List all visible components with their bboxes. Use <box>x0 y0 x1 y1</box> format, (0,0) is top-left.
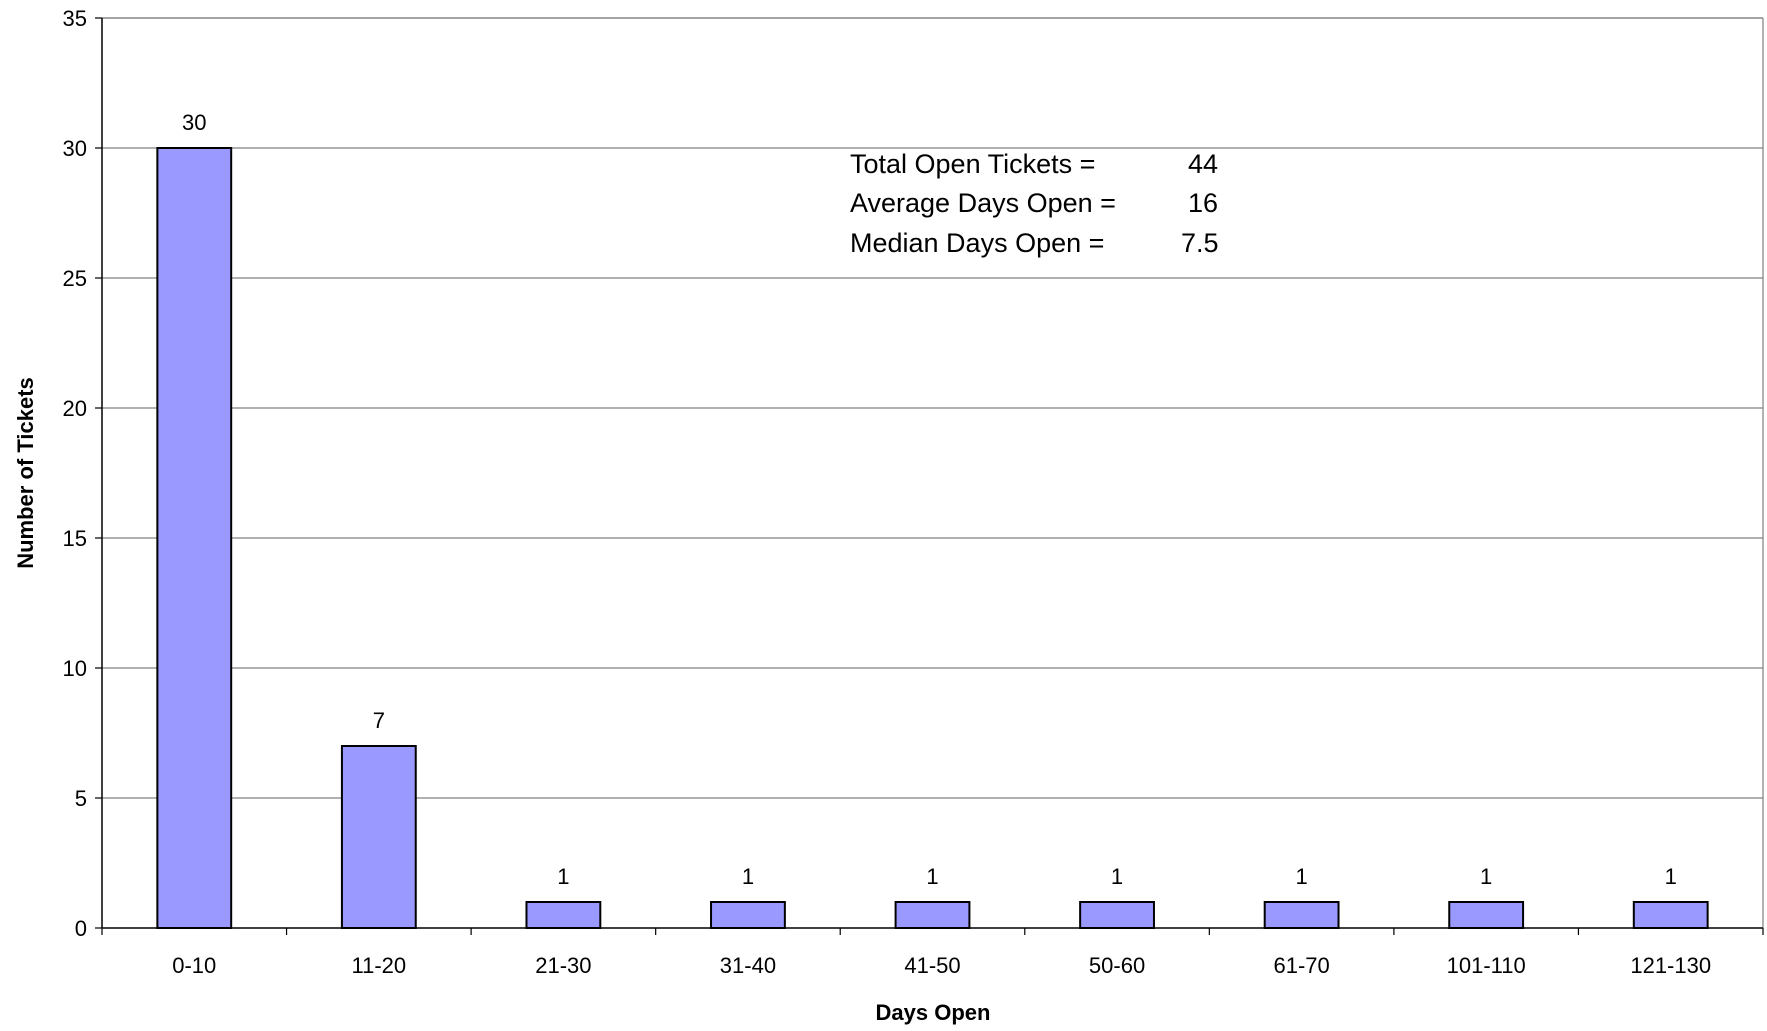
y-tick-label: 0 <box>75 916 87 941</box>
y-tick-label: 35 <box>63 6 87 31</box>
y-axis-title: Number of Tickets <box>13 377 38 569</box>
y-tick-label: 15 <box>63 526 87 551</box>
total-open-tickets-value: 44 <box>1188 149 1218 179</box>
y-tick-label: 20 <box>63 396 87 421</box>
data-label: 1 <box>1480 864 1492 889</box>
data-label: 1 <box>557 864 569 889</box>
y-tick-label: 30 <box>63 136 87 161</box>
x-tick-label: 121-130 <box>1630 953 1711 978</box>
y-tick-label: 5 <box>75 786 87 811</box>
data-label: 30 <box>182 110 206 135</box>
y-tick-label: 25 <box>63 266 87 291</box>
data-label: 1 <box>1295 864 1307 889</box>
bar <box>156 147 233 929</box>
data-label: 1 <box>1665 864 1677 889</box>
median-days-open-label: Median Days Open = <box>850 228 1104 258</box>
median-days-open-value: 7.5 <box>1181 228 1219 258</box>
data-label: 1 <box>926 864 938 889</box>
bars <box>156 147 1709 929</box>
total-open-tickets-label: Total Open Tickets = <box>850 149 1095 179</box>
average-days-open-value: 16 <box>1188 188 1218 218</box>
x-tick-label: 61-70 <box>1273 953 1329 978</box>
x-tick-label: 101-110 <box>1447 953 1526 978</box>
bar <box>1632 901 1709 929</box>
average-days-open-label: Average Days Open = <box>850 188 1116 218</box>
data-label: 7 <box>373 708 385 733</box>
x-tick-label: 0-10 <box>172 953 216 978</box>
bar <box>1448 901 1525 929</box>
bar <box>894 901 971 929</box>
x-tick-label: 21-30 <box>535 953 591 978</box>
bar <box>340 745 417 929</box>
x-tick-label: 11-20 <box>352 953 407 978</box>
bar <box>1079 901 1155 929</box>
data-label: 1 <box>1111 864 1123 889</box>
gridlines <box>102 17 1764 928</box>
x-tick-label: 31-40 <box>720 953 776 978</box>
x-tick-label: 41-50 <box>904 953 960 978</box>
y-tick-label: 10 <box>63 656 87 681</box>
labels: 0 5 10 15 20 25 30 35 30 0-10 7 11-20 1 21-30 1 31-40 1 4… <box>63 6 1712 978</box>
bar <box>1263 901 1340 929</box>
axes <box>95 17 1764 935</box>
x-axis-title: Days Open <box>876 1000 991 1025</box>
data-label: 1 <box>742 864 754 889</box>
x-tick-label: 50-60 <box>1089 953 1145 978</box>
bar <box>525 901 602 929</box>
bar <box>710 901 786 929</box>
summary-annotation: Total Open Tickets = 44 Average Days Ope… <box>850 149 1219 258</box>
